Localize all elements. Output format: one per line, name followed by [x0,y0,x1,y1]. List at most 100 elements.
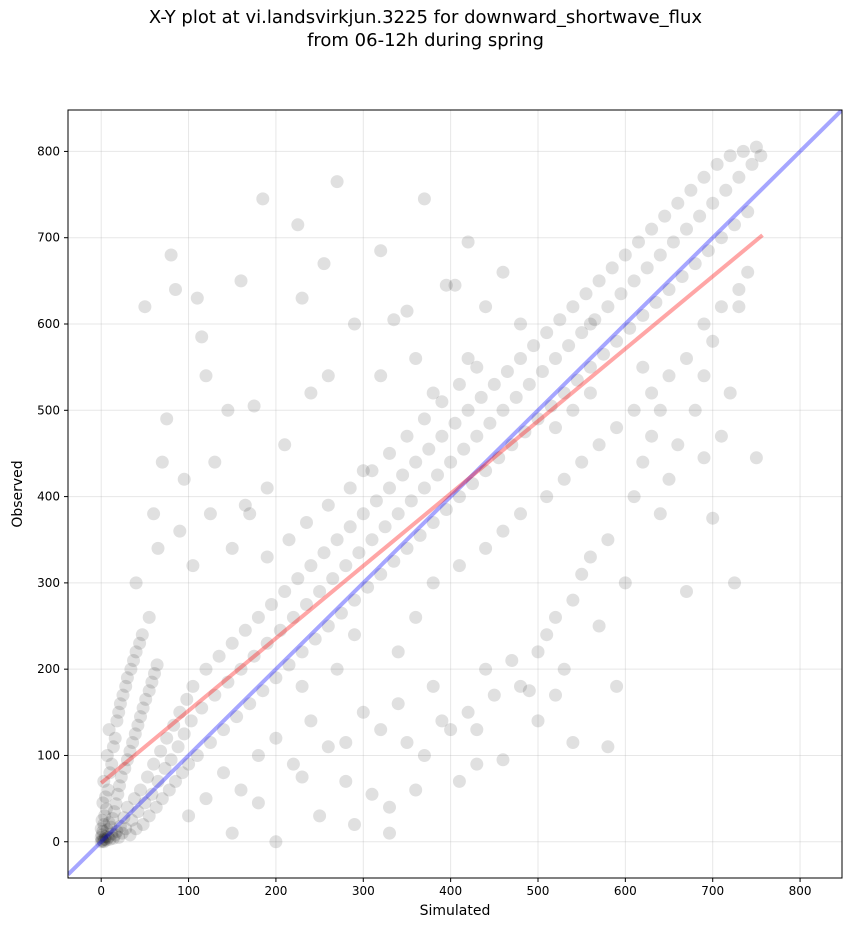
data-point [413,528,427,542]
data-point [714,231,728,245]
data-point [610,679,624,693]
data-point [105,827,119,841]
data-point [614,287,628,301]
data-point [496,265,510,279]
data-point [212,649,226,663]
y-tick-label: 800 [37,144,60,158]
data-point [99,802,113,816]
data-point [203,507,217,521]
data-point [112,705,126,719]
data-point [693,209,707,223]
data-point [139,692,153,706]
data-point [334,606,348,620]
data-point [199,662,213,676]
data-point [422,442,436,456]
data-point [645,222,659,236]
data-point [330,662,344,676]
data-point [487,688,501,702]
x-axis-label: Simulated [420,903,491,919]
data-point [100,749,114,762]
data-point [230,710,244,724]
data-point [278,438,292,452]
points-layer [94,140,768,849]
data-point [505,438,519,452]
data-point [522,684,536,698]
data-point [208,455,222,469]
data-point [120,671,134,685]
identity-line [68,110,842,876]
data-point [103,832,117,846]
data-point [570,373,584,387]
data-point [461,403,475,417]
data-point [94,835,108,849]
data-point [169,774,182,788]
data-point [601,740,615,754]
x-tick-label: 200 [264,884,287,898]
ticks-layer: 0 100 200 300 400 500 600 700 800 0 100 200 300 400 50… [37,144,811,898]
data-point [736,144,750,158]
data-point [662,369,676,383]
data-point [514,679,527,693]
data-point [127,654,140,667]
data-point [286,757,300,771]
data-point [566,300,580,314]
data-point [138,300,152,314]
data-point [124,662,138,676]
data-point [431,468,444,482]
data-point [417,412,431,426]
data-point [313,809,327,823]
data-point [260,636,274,650]
x-tick-label: 500 [527,884,550,898]
y-tick-label: 0 [52,835,60,849]
data-point [103,766,117,780]
data-point [409,783,423,797]
data-point [234,274,248,288]
data-point [697,170,711,184]
data-point [321,619,335,633]
data-point [623,321,637,335]
data-point [260,481,274,495]
data-point [173,524,187,538]
data-point [339,774,353,788]
data-point [94,822,108,836]
data-point [387,554,401,568]
data-point [649,295,663,309]
data-point [378,520,392,534]
data-point [680,352,693,365]
data-point [291,572,305,586]
data-point [697,369,711,383]
data-point [383,826,396,840]
data-point [592,438,606,452]
data-point [321,498,335,512]
data-point [260,550,274,564]
data-point [195,701,209,715]
data-point [356,464,370,478]
data-point [127,792,141,806]
data-point [352,546,366,560]
data-point [339,559,353,573]
data-point [282,533,296,547]
data-point [95,833,109,847]
data-point [95,828,109,842]
data-point [610,421,624,435]
data-point [208,688,222,702]
data-point [186,679,200,693]
data-point [145,675,159,689]
data-point [330,175,344,189]
data-point [732,170,746,184]
data-point [592,274,606,288]
data-point [374,723,388,737]
data-point [177,727,191,741]
data-point [99,833,113,847]
data-point [148,667,161,680]
data-point [98,832,112,846]
data-point [99,830,113,844]
data-point [110,824,124,838]
data-point [369,494,383,508]
data-point [243,697,257,711]
data-point [251,749,265,762]
data-point [706,196,720,210]
data-point [400,541,414,555]
data-point [199,792,213,806]
